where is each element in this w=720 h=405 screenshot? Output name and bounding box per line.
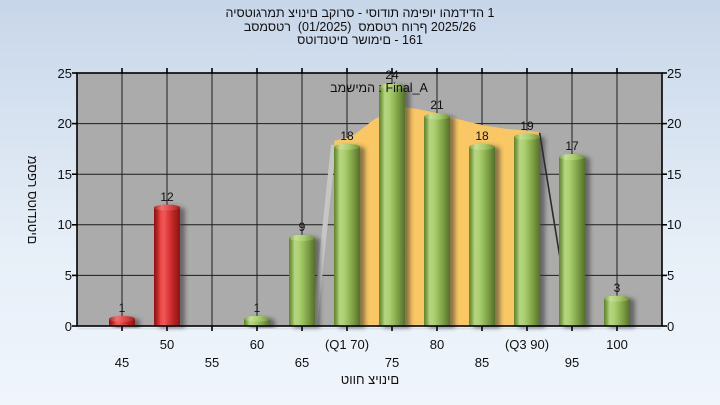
annotation-final-a: במשימה : Final_A [330, 81, 428, 95]
y-tick-label-right: 0 [667, 318, 675, 334]
y-tick-label-right: 10 [667, 217, 682, 233]
bar-45 [109, 315, 135, 326]
y-tick-label-right: 25 [667, 65, 682, 81]
y-tick-label-left: 0 [64, 318, 72, 334]
y-tick-label-left: 25 [57, 65, 72, 81]
chart-title-block: היסטוגרמת ציונים בקורס - יסודות המיפוי ו… [0, 6, 720, 48]
y-tick-label-right: 20 [667, 116, 682, 132]
y-tick-label-left: 15 [57, 166, 72, 182]
bar-value-label: 3 [613, 280, 621, 295]
bar-value-label: 1 [253, 300, 261, 315]
x-tick-label: 100 [606, 337, 628, 352]
y-axis-title: מספר סטודנטים [25, 155, 40, 245]
bar-value-label: 19 [520, 118, 534, 133]
x-tick-label: 85 [474, 355, 490, 370]
x-tick-label: 75 [384, 355, 400, 370]
bar-value-label: 12 [160, 189, 174, 204]
bar-85 [469, 143, 495, 326]
page-title-line-3: סטודנטים רשומים - 161 [297, 33, 423, 47]
bar-50 [154, 204, 180, 326]
bar-value-label: 18 [475, 128, 489, 143]
bar-70 [334, 143, 360, 326]
bar-value-label: 1 [118, 300, 126, 315]
plot-border [76, 72, 663, 327]
bar-90 [514, 133, 540, 326]
page-title-line-2: בסמסטר (01/2025) סמסטר חורף 2025/26 [243, 19, 477, 34]
bar-value-label: 24 [385, 68, 399, 83]
bar-80 [424, 113, 450, 326]
y-tick-label-left: 20 [57, 116, 72, 132]
bar-60 [244, 315, 270, 326]
bar-95 [559, 153, 585, 326]
y-tick-label-right: 15 [667, 166, 682, 182]
y-tick-label-left: 10 [57, 217, 72, 233]
x-tick-label: (Q1 70) [324, 337, 370, 352]
x-tick-label: 45 [114, 355, 130, 370]
x-axis-title: טווח ציונים [340, 372, 400, 387]
x-tick-label: 60 [249, 337, 265, 352]
bar-value-label: 21 [430, 98, 444, 113]
bar-75 [379, 83, 405, 327]
bar-100 [604, 295, 630, 326]
bar-value-label: 9 [298, 219, 306, 234]
bar-65 [289, 234, 315, 326]
y-tick-label-left: 5 [64, 267, 72, 283]
bar-value-label: 18 [340, 128, 354, 143]
x-tick-label: 65 [294, 355, 310, 370]
x-tick-label: 95 [564, 355, 580, 370]
x-tick-label: 55 [204, 355, 220, 370]
x-tick-label: 50 [159, 337, 175, 352]
bar-value-label: 17 [565, 138, 579, 153]
x-tick-label: (Q3 90) [504, 337, 550, 352]
page-title-line-1: היסטוגרמת ציונים בקורס - יסודות המיפוי ו… [225, 6, 495, 20]
x-tick-label: 80 [429, 337, 445, 352]
distribution-left-flank-band [312, 144, 336, 327]
y-tick-label-right: 5 [667, 267, 675, 283]
